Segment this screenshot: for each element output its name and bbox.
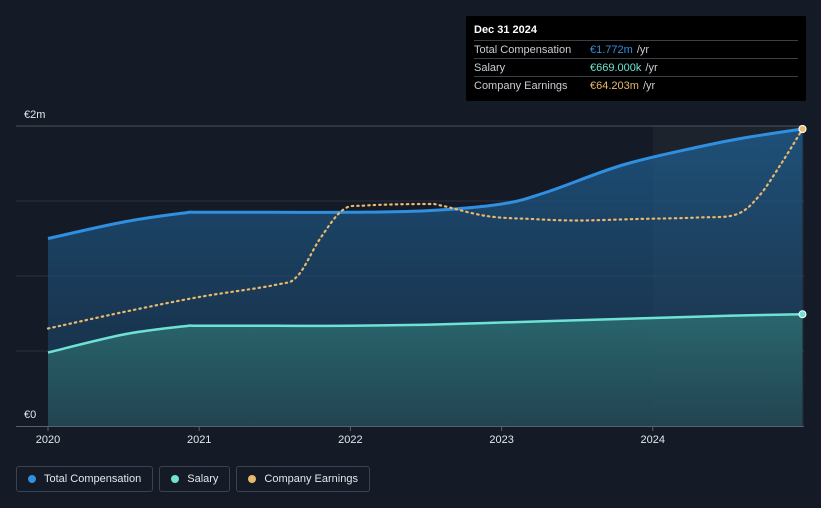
company-earnings-line[interactable]: [46, 127, 804, 330]
tooltip-row-company-earnings: Company Earnings €64.203m /yr: [474, 76, 798, 94]
y-tick-label: €2m: [24, 109, 45, 121]
legend-dot-icon: [248, 475, 257, 483]
legend-label: Salary: [187, 473, 219, 485]
tooltip-value: €64.203m: [590, 79, 639, 92]
y-axis-ticks: €0 €2m: [24, 109, 45, 421]
salary-line[interactable]: [47, 313, 803, 354]
x-axis-ticks: 2020 2021 2022 2023 2024: [36, 426, 665, 446]
tooltip-row-total-compensation: Total Compensation €1.772m /yr: [474, 40, 798, 58]
legend: Total Compensation Salary Company Earnin…: [16, 466, 370, 492]
x-tick-label: 2024: [641, 434, 665, 446]
tooltip-date: Dec 31 2024: [474, 24, 537, 36]
tooltip-unit: /yr: [636, 43, 650, 56]
salary-area: [48, 314, 803, 426]
y-tick-label: €0: [24, 409, 36, 421]
legend-item-total-compensation[interactable]: Total Compensation: [16, 466, 154, 492]
tooltip-value: €1.772m: [590, 43, 633, 56]
tooltip-unit: /yr: [645, 61, 658, 74]
legend-dot-icon: [28, 475, 36, 483]
x-tick-label: 2022: [338, 434, 362, 446]
tooltip-label: Total Compensation: [474, 43, 572, 56]
legend-label: Company Earnings: [264, 473, 358, 485]
x-tick-label: 2020: [36, 434, 60, 446]
company-earnings-end-marker: [798, 125, 807, 133]
tooltip-row-salary: Salary €669.000k /yr: [474, 58, 798, 76]
salary-end-marker: [798, 310, 807, 319]
legend-dot-icon: [171, 475, 180, 483]
x-tick-label: 2023: [489, 434, 513, 446]
legend-label: Total Compensation: [44, 473, 142, 485]
tooltip-unit: /yr: [642, 79, 656, 92]
tooltip-value: €669.000k: [590, 61, 642, 74]
tooltip-label: Company Earnings: [474, 79, 568, 92]
total-compensation-line[interactable]: [47, 127, 803, 240]
tooltip-label: Salary: [474, 61, 506, 74]
x-tick-label: 2021: [187, 434, 211, 446]
end-markers: [798, 125, 807, 319]
legend-item-salary[interactable]: Salary: [159, 466, 231, 492]
legend-item-company-earnings[interactable]: Company Earnings: [236, 466, 370, 492]
tooltip: Dec 31 2024 Total Compensation €1.772m /…: [466, 16, 806, 101]
